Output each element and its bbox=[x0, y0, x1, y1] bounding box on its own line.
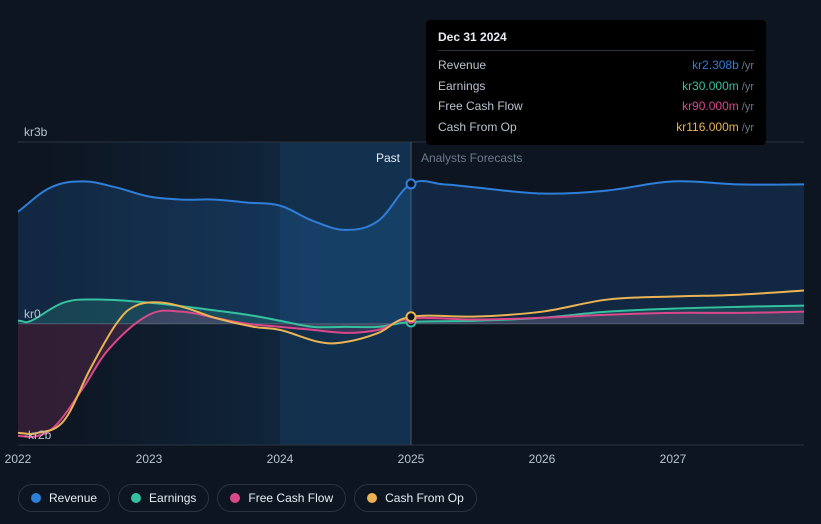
tooltip-row-unit: /yr bbox=[742, 58, 754, 75]
y-axis-tick-label: kr3b bbox=[24, 125, 47, 139]
legend-item-label: Earnings bbox=[149, 491, 196, 505]
hover-tooltip: Dec 31 2024 Revenue kr2.308b/yr Earnings… bbox=[426, 20, 766, 145]
tooltip-row-unit: /yr bbox=[742, 79, 754, 96]
tooltip-row-value: kr90.000m bbox=[682, 97, 739, 115]
tooltip-row-label: Earnings bbox=[438, 77, 538, 96]
legend-dot-icon bbox=[131, 493, 141, 503]
tooltip-row-value: kr30.000m bbox=[682, 77, 739, 95]
tooltip-row-unit: /yr bbox=[742, 120, 754, 137]
legend-dot-icon bbox=[230, 493, 240, 503]
legend-item-label: Cash From Op bbox=[385, 491, 464, 505]
y-axis-tick-label: -kr2b bbox=[24, 428, 51, 442]
x-axis-tick-label: 2022 bbox=[5, 452, 32, 466]
legend-item-fcf[interactable]: Free Cash Flow bbox=[217, 484, 346, 512]
tooltip-row-label: Cash From Op bbox=[438, 118, 538, 137]
tooltip-row-unit: /yr bbox=[742, 99, 754, 116]
tooltip-date: Dec 31 2024 bbox=[438, 28, 754, 51]
legend-item-label: Free Cash Flow bbox=[248, 491, 333, 505]
legend-item-label: Revenue bbox=[49, 491, 97, 505]
x-axis-tick-label: 2026 bbox=[529, 452, 556, 466]
legend-dot-icon bbox=[31, 493, 41, 503]
chart-legend: Revenue Earnings Free Cash Flow Cash Fro… bbox=[18, 484, 477, 512]
tooltip-row-label: Free Cash Flow bbox=[438, 97, 538, 116]
legend-item-earnings[interactable]: Earnings bbox=[118, 484, 209, 512]
legend-dot-icon bbox=[367, 493, 377, 503]
y-axis-tick-label: kr0 bbox=[24, 307, 41, 321]
forecast-region-label: Analysts Forecasts bbox=[421, 151, 522, 165]
past-region-label: Past bbox=[376, 151, 400, 165]
x-axis-tick-label: 2023 bbox=[136, 452, 163, 466]
tooltip-row-value: kr116.000m bbox=[676, 118, 738, 136]
legend-item-cfo[interactable]: Cash From Op bbox=[354, 484, 477, 512]
tooltip-row-label: Revenue bbox=[438, 56, 538, 75]
x-axis-tick-label: 2024 bbox=[267, 452, 294, 466]
tooltip-row-value: kr2.308b bbox=[692, 56, 739, 74]
x-axis-tick-label: 2027 bbox=[660, 452, 687, 466]
x-axis-tick-label: 2025 bbox=[398, 452, 425, 466]
legend-item-revenue[interactable]: Revenue bbox=[18, 484, 110, 512]
